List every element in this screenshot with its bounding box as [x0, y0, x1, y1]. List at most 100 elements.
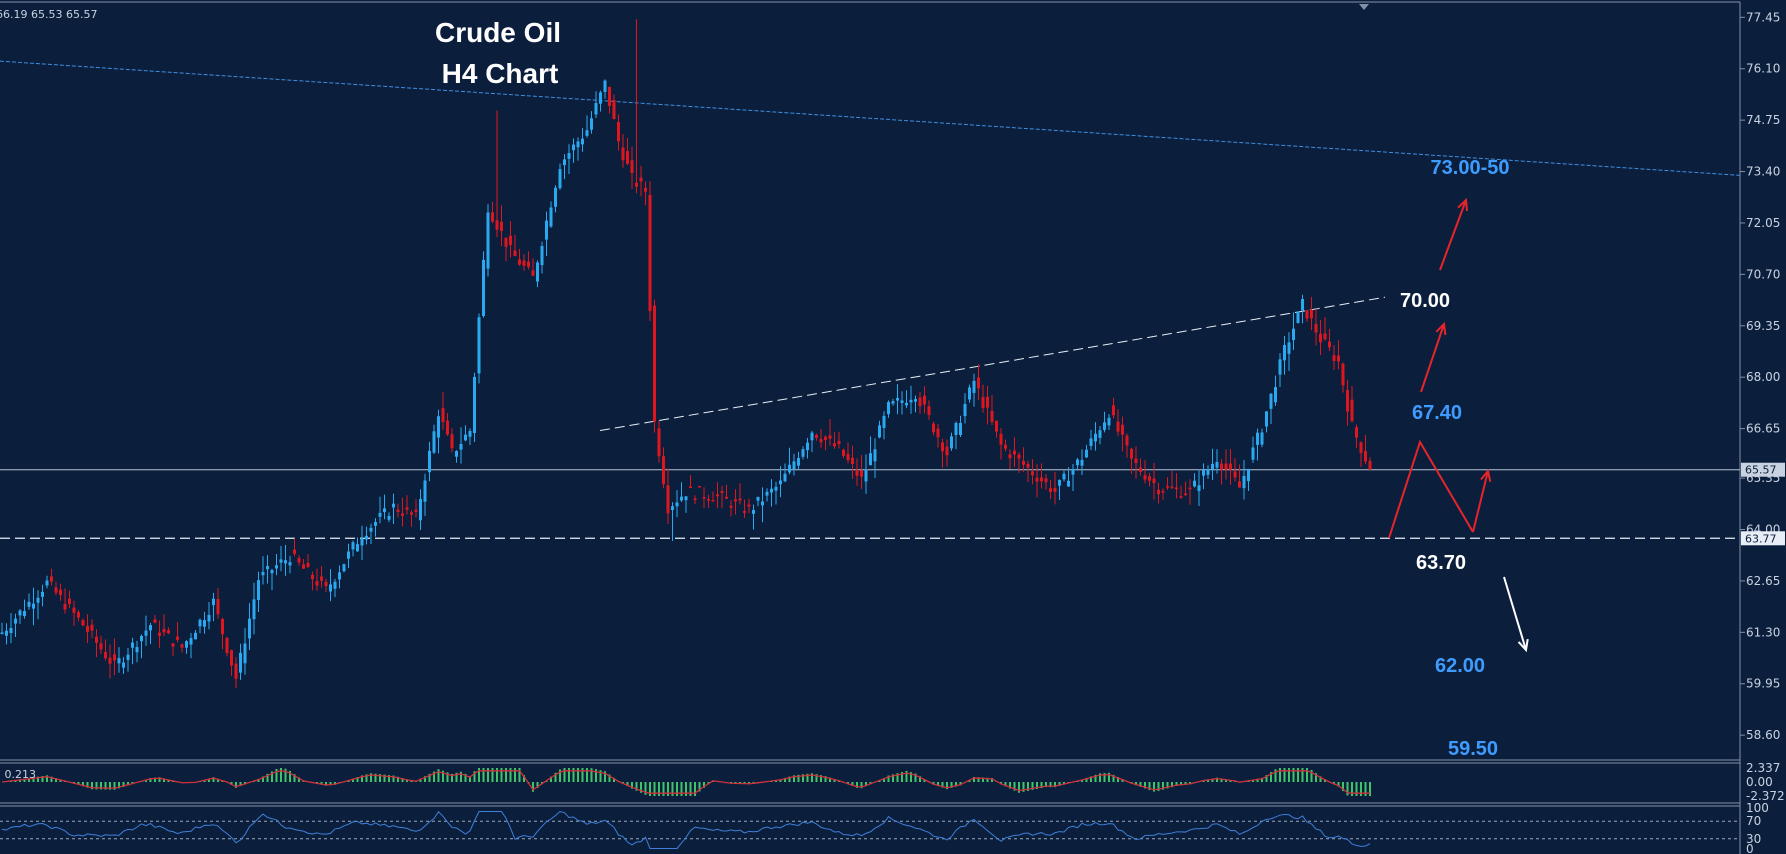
- candle-body: [275, 565, 278, 569]
- candle-body: [689, 486, 692, 489]
- candle: [396, 503, 400, 518]
- candle: [743, 499, 746, 518]
- candle: [126, 647, 130, 672]
- candle: [779, 466, 782, 498]
- candle-body: [293, 549, 296, 554]
- candle: [486, 204, 490, 277]
- candle: [1224, 449, 1228, 480]
- candle-body: [815, 434, 818, 438]
- candle: [1089, 429, 1093, 451]
- candle-body: [693, 498, 697, 500]
- candle: [311, 571, 314, 591]
- candle-body: [1089, 438, 1093, 446]
- candle: [1053, 471, 1057, 505]
- arrow-to-70-icon: [1420, 321, 1447, 393]
- candle: [1242, 460, 1246, 500]
- candle-body: [549, 207, 553, 227]
- candle-body: [990, 411, 994, 422]
- candle: [1022, 447, 1025, 472]
- candle-body: [711, 500, 715, 502]
- candle: [1026, 460, 1030, 483]
- candle-body: [0, 632, 4, 634]
- candle-body: [1031, 471, 1034, 476]
- candle-body: [1215, 461, 1219, 468]
- candle-body: [635, 182, 638, 187]
- candle: [585, 115, 589, 138]
- candle-body: [77, 612, 80, 618]
- candle-body: [1283, 345, 1286, 361]
- candle-body: [986, 396, 989, 408]
- candle: [387, 512, 391, 523]
- candle: [455, 450, 458, 463]
- candle-body: [1287, 342, 1291, 354]
- candle: [563, 154, 566, 180]
- candle-body: [558, 169, 562, 189]
- candle-body: [1179, 496, 1183, 498]
- candle: [594, 91, 598, 118]
- candle-body: [1233, 471, 1237, 478]
- candle-body: [1256, 432, 1259, 445]
- candle-body: [450, 434, 454, 449]
- candle-body: [315, 581, 319, 586]
- candle-body: [513, 250, 517, 256]
- candle: [1206, 465, 1210, 479]
- candle-body: [644, 187, 647, 192]
- candle-body: [846, 453, 850, 460]
- scenario-arrows-layer: [1388, 197, 1529, 653]
- candle: [900, 391, 904, 415]
- candle-body: [36, 597, 40, 603]
- candle: [500, 205, 503, 246]
- candle: [810, 430, 814, 453]
- candle: [356, 537, 359, 552]
- candle: [198, 618, 202, 634]
- candle-body: [491, 212, 494, 222]
- candle-body: [684, 496, 688, 501]
- candle: [783, 463, 787, 483]
- candle-body: [419, 498, 422, 521]
- candle: [212, 592, 215, 622]
- candle-body: [878, 425, 881, 438]
- candle: [315, 568, 319, 591]
- candle-body: [752, 510, 755, 514]
- candle-body: [1193, 480, 1196, 487]
- candle-body: [221, 618, 224, 635]
- candle-body: [941, 442, 944, 452]
- candle: [23, 599, 26, 619]
- rsi-tick-label: 100: [1746, 801, 1769, 815]
- candle: [401, 497, 404, 527]
- candle: [248, 603, 251, 651]
- candle: [41, 584, 44, 607]
- shift-marker-icon[interactable]: [1359, 4, 1369, 10]
- candle: [63, 588, 67, 614]
- candle: [419, 489, 422, 531]
- candle-body: [1103, 422, 1106, 430]
- candle: [554, 185, 557, 213]
- candle: [468, 428, 472, 445]
- candle-body: [428, 450, 431, 473]
- candle: [1256, 428, 1259, 461]
- candle-body: [320, 576, 323, 581]
- candle: [725, 484, 728, 499]
- candle-body: [671, 506, 674, 511]
- candle-body: [365, 535, 368, 540]
- candle-body: [914, 399, 917, 402]
- candle-body: [351, 542, 355, 550]
- rising-trendline: [599, 296, 1386, 431]
- candle: [644, 181, 647, 206]
- candle: [873, 438, 877, 479]
- candle-body: [608, 86, 611, 106]
- candle-body: [1359, 442, 1363, 453]
- candle-body: [630, 160, 634, 173]
- candle: [54, 581, 58, 596]
- candle: [432, 424, 436, 455]
- candle-body: [963, 404, 967, 417]
- candle-body: [828, 435, 832, 439]
- candle-body: [257, 580, 260, 600]
- candle: [707, 494, 710, 508]
- candle: [576, 137, 580, 161]
- price-tick-label: 77.45: [1746, 10, 1780, 24]
- candle: [720, 485, 724, 509]
- candle-body: [1328, 341, 1331, 348]
- candle: [1346, 380, 1349, 426]
